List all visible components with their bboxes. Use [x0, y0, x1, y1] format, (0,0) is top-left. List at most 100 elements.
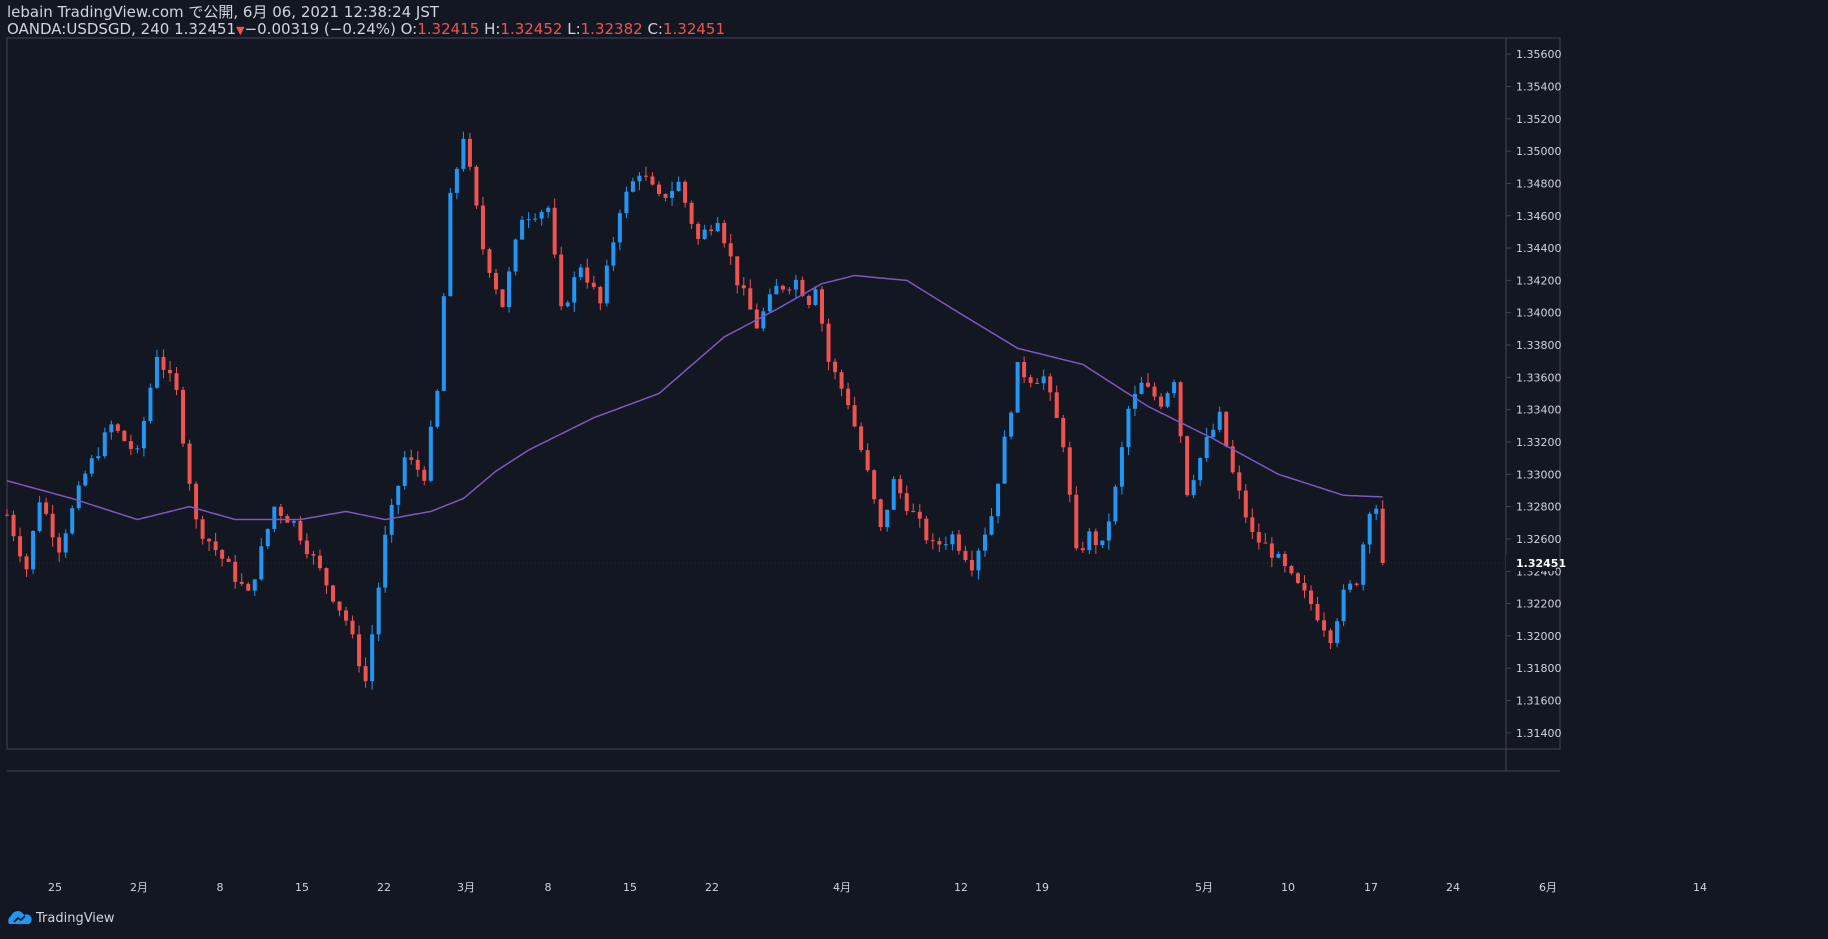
candle-body — [911, 510, 916, 512]
candle-body — [298, 520, 303, 541]
candle-body — [546, 207, 551, 212]
price-tick-label: 1.35600 — [1516, 48, 1562, 61]
candle-body — [409, 457, 414, 460]
candle-body — [1263, 542, 1268, 544]
price-change: −0.00319 (−0.24%) — [244, 20, 396, 38]
candle-body — [800, 279, 805, 297]
price-tick-label: 1.35000 — [1516, 145, 1562, 158]
candle-body — [1048, 376, 1053, 393]
candle-body — [787, 289, 792, 291]
candle-body — [278, 506, 283, 516]
candle-body — [806, 296, 811, 305]
candle-body — [1087, 531, 1092, 551]
candle-body — [128, 441, 133, 449]
candle-body — [507, 271, 512, 308]
candle-body — [226, 558, 231, 562]
candle-body — [1289, 566, 1294, 574]
candle-body — [1328, 630, 1333, 644]
candle-body — [728, 243, 733, 257]
candle-body — [265, 528, 270, 547]
candle-body — [637, 175, 642, 182]
candle-body — [480, 205, 485, 250]
candle-body — [194, 483, 199, 520]
candle-body — [657, 184, 661, 194]
candle-body — [311, 554, 316, 556]
candle-body — [722, 222, 727, 244]
candle-body — [1204, 437, 1209, 458]
last-price: 1.32451 — [174, 20, 237, 38]
candle-body — [520, 219, 525, 240]
candle-body — [1022, 362, 1027, 378]
candle-body — [878, 499, 883, 528]
time-tick-label: 19 — [1035, 881, 1049, 894]
low-value: 1.32382 — [580, 20, 643, 38]
tradingview-logo-icon — [8, 911, 32, 924]
candle-body — [1322, 620, 1327, 631]
candle-body — [389, 504, 394, 535]
time-tick-label: 25 — [48, 881, 62, 894]
candle-body — [83, 473, 88, 486]
candle-body — [89, 458, 94, 474]
price-tick-label: 1.33800 — [1516, 339, 1562, 352]
candle-body — [917, 511, 922, 519]
candle-body — [630, 181, 635, 192]
candle-body — [50, 513, 55, 538]
candle-body — [135, 448, 140, 450]
candle-body — [735, 256, 740, 286]
candle-body — [1119, 447, 1124, 487]
candle-body — [331, 585, 335, 602]
time-tick-label: 2月 — [130, 881, 148, 894]
high-value: 1.32452 — [500, 20, 563, 38]
candle-body — [898, 479, 903, 494]
price-tick-label: 1.32800 — [1516, 501, 1562, 514]
candle-body — [304, 540, 309, 555]
candle-body — [141, 421, 146, 449]
candle-body — [63, 533, 68, 553]
candle-body — [539, 211, 544, 219]
candle-body — [272, 506, 277, 529]
price-tick-label: 1.32600 — [1516, 533, 1562, 546]
symbol-info-line: OANDA:USDSGD, 240 1.32451▼−0.00319 (−0.2… — [7, 21, 725, 39]
high-label: H: — [484, 20, 501, 38]
price-tick-label: 1.34800 — [1516, 177, 1562, 190]
open-label: O: — [400, 20, 418, 38]
candle-body — [924, 518, 929, 541]
time-tick-label: 12 — [954, 881, 968, 894]
candle-body — [474, 166, 479, 206]
candle-body — [559, 254, 564, 307]
candle-body — [18, 536, 23, 557]
candle-body — [826, 323, 831, 362]
candle-body — [174, 373, 179, 390]
price-tick-label: 1.32200 — [1516, 598, 1562, 611]
close-label: C: — [647, 20, 663, 38]
candle-body — [467, 138, 472, 167]
candle-body — [1028, 377, 1033, 383]
candle-body — [696, 223, 701, 239]
candle-body — [1152, 386, 1157, 397]
candle-body — [500, 289, 505, 308]
price-tick-label: 1.34200 — [1516, 274, 1562, 287]
candle-body — [122, 430, 127, 442]
candle-body — [585, 267, 590, 283]
price-tick-label: 1.31800 — [1516, 662, 1562, 675]
candle-body — [1237, 472, 1242, 491]
price-tick-label: 1.33400 — [1516, 404, 1562, 417]
candle-body — [102, 432, 107, 457]
candle-body — [774, 285, 779, 295]
candle-body — [943, 544, 948, 546]
tradingview-footer[interactable]: TradingView — [6, 910, 115, 926]
candle-body — [1002, 436, 1007, 484]
candle-body — [1113, 486, 1118, 522]
time-tick-label: 6月 — [1539, 881, 1557, 894]
candle-body — [168, 369, 172, 374]
candle-body — [96, 456, 101, 459]
candle-body — [1269, 543, 1274, 558]
open-value: 1.32415 — [417, 20, 480, 38]
candle-body — [709, 229, 714, 232]
candle-body — [31, 530, 36, 570]
candle-body — [1035, 382, 1040, 384]
time-tick-label: 3月 — [457, 881, 475, 894]
price-tick-label: 1.33200 — [1516, 436, 1562, 449]
time-tick-label: 8 — [545, 881, 552, 894]
